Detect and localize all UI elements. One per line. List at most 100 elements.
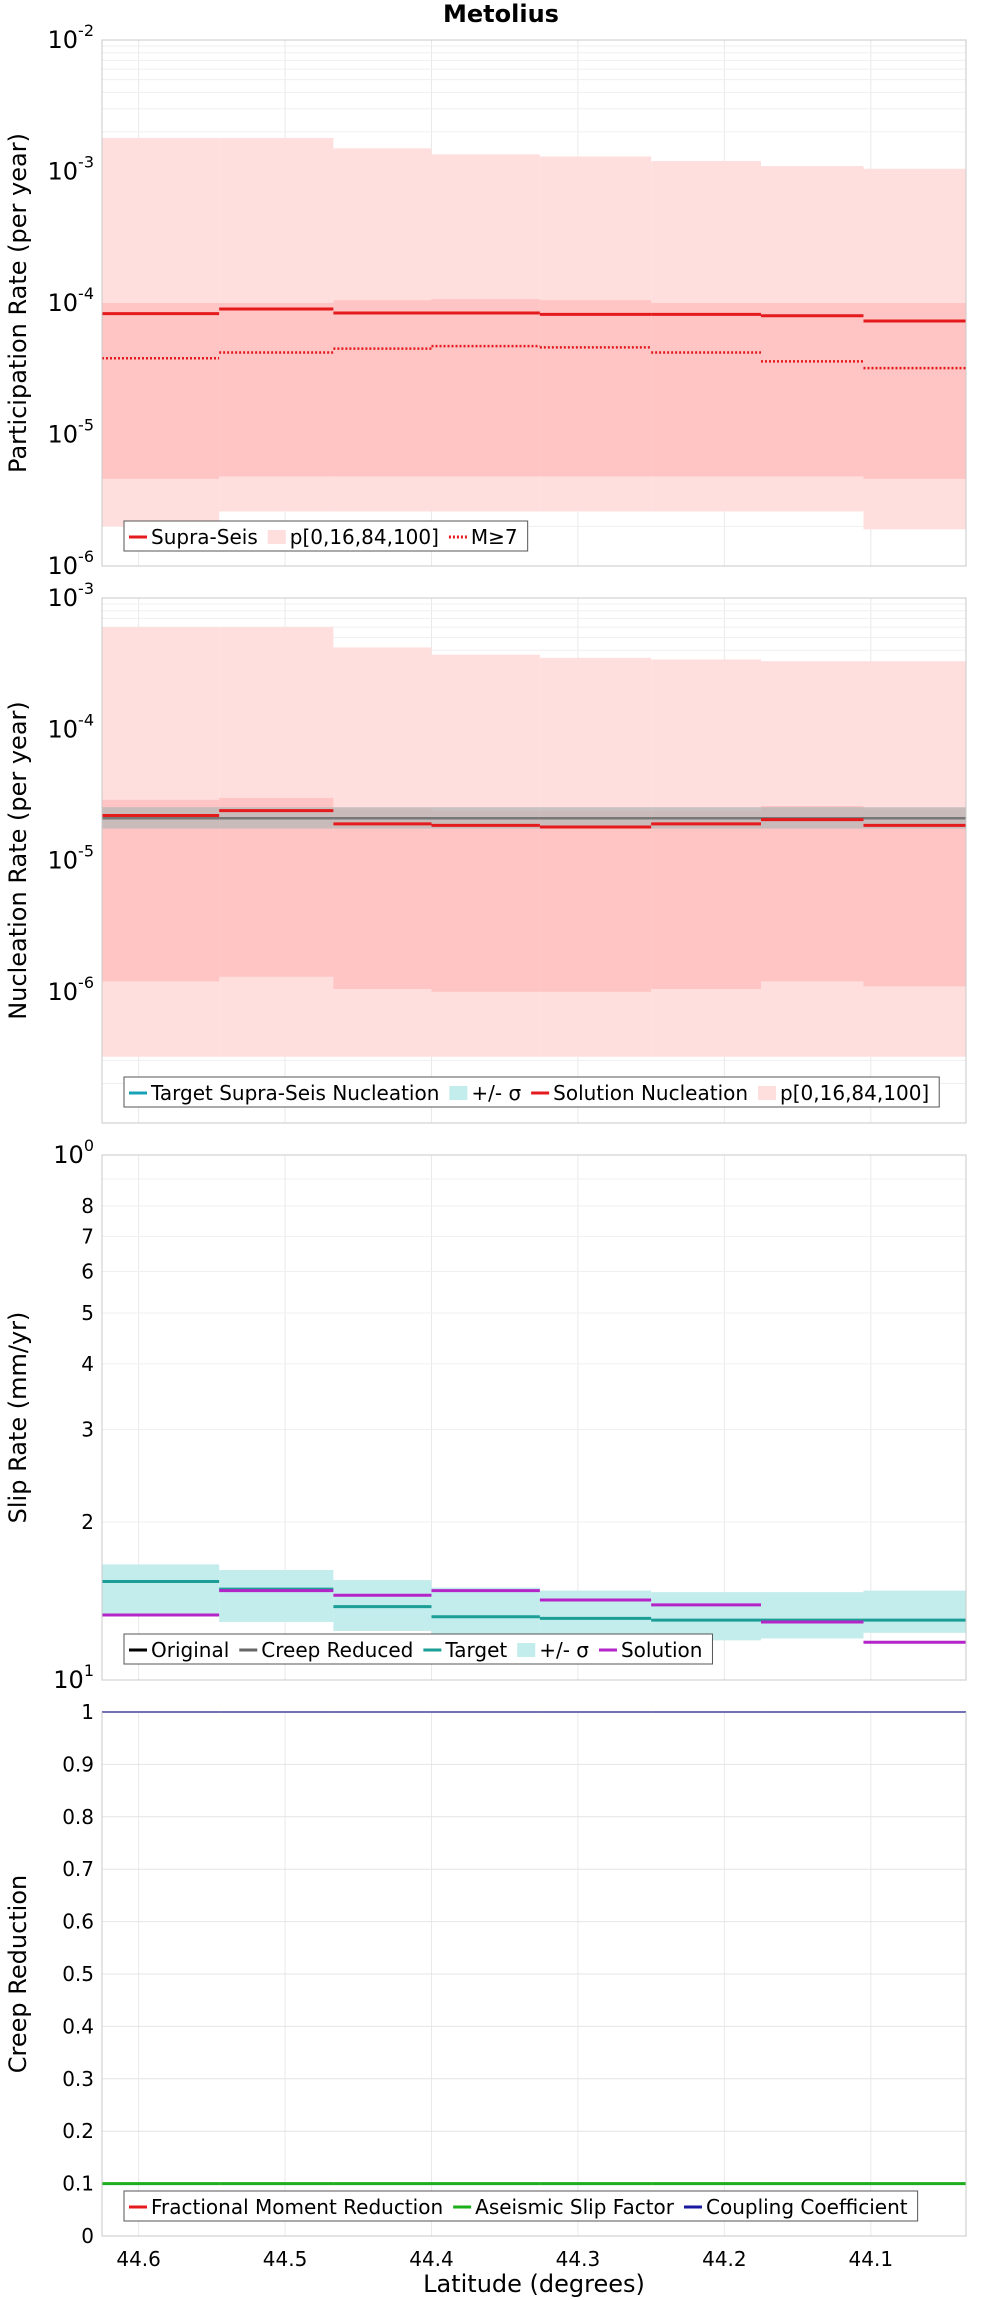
y-tick-label: 3	[81, 1418, 94, 1442]
legend: Fractional Moment Reduction Aseismic Slip…	[123, 2190, 919, 2222]
band-sigma-segment	[431, 1587, 540, 1635]
y-tick-exponent: -6	[78, 973, 94, 992]
y-axis-label: Nucleation Rate (per year)	[4, 701, 32, 1020]
band-sigma-segment	[651, 1592, 761, 1641]
legend-swatch-patch	[517, 1643, 536, 1657]
x-axis-label: Latitude (degrees)	[423, 2270, 645, 2298]
y-tick-label: 10-5	[48, 842, 95, 875]
x-tick-label: 44.2	[702, 2247, 747, 2271]
y-axis-label: Slip Rate (mm/yr)	[4, 1312, 32, 1524]
y-tick-mantissa: 10	[48, 289, 79, 317]
y-tick-exponent: -2	[78, 21, 94, 40]
y-tick-label: 0.8	[62, 1805, 94, 1829]
series	[102, 1580, 966, 1644]
band-inner-segment	[760, 303, 864, 477]
plot-frame	[101, 597, 967, 1124]
y-tick-exponent: 0	[84, 1136, 94, 1155]
band-inner-segment	[863, 303, 966, 479]
x-tick-label: 44.4	[409, 2247, 454, 2271]
y-tick-label: 10-2	[48, 21, 95, 54]
legend-swatch-patch	[267, 530, 286, 544]
legend-label: M≥7	[471, 525, 518, 549]
legend-label: Target Supra-Seis Nucleation	[150, 1081, 439, 1105]
x-tick-label: 44.6	[116, 2247, 161, 2271]
band-inner-segment	[863, 808, 966, 987]
y-tick-mantissa: 10	[48, 715, 79, 743]
bands	[102, 1564, 966, 1641]
y-tick-label: 0.3	[62, 2067, 94, 2091]
y-tick-label: 2	[81, 1510, 94, 1534]
band-sigma-segment	[102, 1564, 220, 1615]
y-tick-label: 10-6	[48, 547, 95, 580]
y-tick-label: 4	[81, 1352, 94, 1376]
plot-frame	[101, 39, 967, 567]
y-axis-label: Participation Rate (per year)	[4, 133, 32, 473]
band-inner-segment	[333, 808, 432, 989]
y-tick-exponent: -3	[78, 153, 94, 172]
y-tick-mantissa: 10	[48, 421, 79, 449]
y-tick-exponent: -4	[78, 284, 94, 303]
y-tick-label: 101	[53, 1661, 94, 1694]
legend-label: Creep Reduced	[261, 1638, 413, 1662]
band-inner-segment	[431, 299, 540, 477]
legend-label: Solution Nucleation	[553, 1081, 748, 1105]
band-inner-segment	[539, 300, 652, 477]
legend-label: Original	[151, 1638, 229, 1662]
y-tick-label: 6	[81, 1259, 94, 1283]
legend-box	[123, 1633, 713, 1665]
legend: Supra-Seis p[0,16,84,100] M≥7	[123, 520, 529, 552]
y-tick-exponent: -6	[78, 547, 94, 566]
x-tick-label: 44.5	[263, 2247, 308, 2271]
x-tick-label: 44.1	[849, 2247, 894, 2271]
y-tick-exponent: -3	[78, 579, 94, 598]
y-tick-mantissa: 10	[48, 26, 79, 54]
band-inner-segment	[651, 810, 761, 989]
band-sigma-segment	[539, 1590, 652, 1639]
legend-label: Aseismic Slip Factor	[475, 2195, 675, 2219]
y-tick-mantissa: 10	[53, 1141, 84, 1169]
y-tick-label: 10-4	[48, 284, 95, 317]
panel-4: 0 0.1 0.2 0.3 0.4 0.5 0.6 0.7 0.8 0.9 1 Creep Reduc…	[4, 1700, 967, 2248]
y-ticks: 10710-610-510-410-3	[48, 579, 95, 1006]
y-tick-label: 10-3	[48, 579, 95, 612]
legend-label: +/- σ	[471, 1081, 521, 1105]
y-tick-label: 10-6	[48, 973, 95, 1006]
chart-title: Metolius	[443, 0, 559, 28]
band-sigma-segment	[219, 1570, 334, 1622]
y-tick-exponent: -4	[78, 710, 94, 729]
y-tick-label: 100	[53, 1136, 94, 1169]
legend: Original Creep Reduced Target +/- σ Solution	[123, 1633, 713, 1665]
band-inner-segment	[431, 810, 540, 992]
band-inner-segment	[102, 303, 220, 479]
legend-box	[123, 520, 529, 552]
series	[102, 1711, 966, 2186]
y-tick-mantissa: 10	[48, 552, 79, 580]
y-tick-exponent: -5	[78, 416, 94, 435]
series	[102, 809, 966, 829]
y-tick-mantissa: 10	[48, 847, 79, 875]
x-tick-label: 44.3	[556, 2247, 601, 2271]
band-sigma-segment	[863, 1590, 966, 1633]
plot-frame	[101, 1154, 967, 1681]
band-inner-segment	[760, 806, 864, 982]
band-inner-segment	[102, 799, 220, 982]
y-tick-label: 5	[81, 1301, 94, 1325]
y-tick-label: 8	[81, 1194, 94, 1218]
y-tick-label: 0	[81, 2224, 94, 2248]
grid	[102, 1711, 966, 2237]
y-tick-label: 0.5	[62, 1962, 94, 1986]
y-tick-label: 10-5	[48, 416, 95, 449]
y-tick-exponent: 1	[84, 1661, 94, 1680]
y-tick-mantissa: 10	[48, 158, 79, 186]
bands	[102, 137, 966, 530]
band-inner-segment	[539, 810, 652, 992]
y-tick-label: 0.6	[62, 1910, 94, 1934]
x-ticks: 44.6 44.5 44.4 44.3 44.2 44.1	[116, 2247, 893, 2271]
legend-label: Target	[444, 1638, 507, 1662]
y-tick-label: 0.9	[62, 1752, 94, 1776]
legend-label: Solution	[621, 1638, 702, 1662]
series	[102, 307, 966, 370]
